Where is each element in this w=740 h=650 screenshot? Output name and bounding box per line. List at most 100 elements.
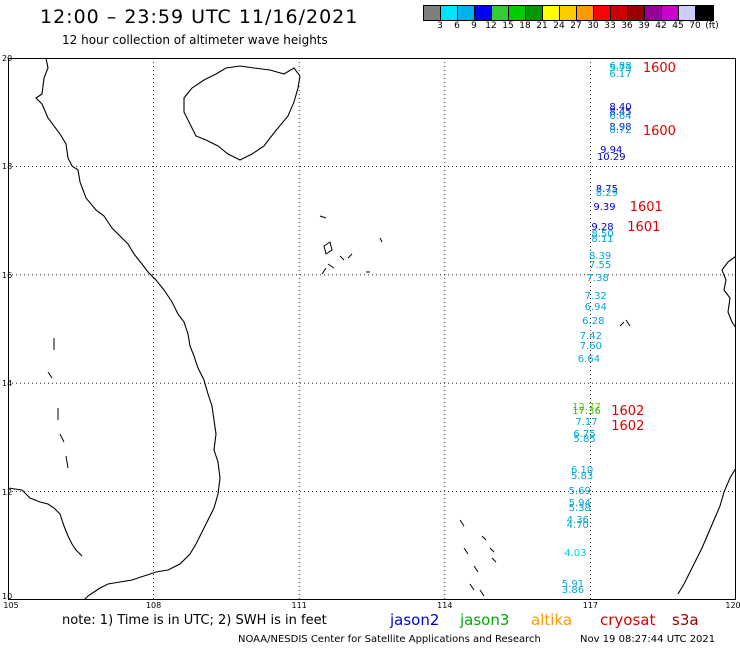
latitude-label: 18: [2, 162, 13, 172]
wave-height-value: 6.75: [573, 428, 596, 440]
color-scale-tick-label: 27: [570, 21, 582, 31]
color-scale-tick-label: 30: [587, 21, 599, 31]
color-swatch: [577, 6, 594, 20]
longitude-label: 108: [145, 601, 162, 610]
wave-height-value: 9.28: [591, 222, 614, 234]
color-scale-tick-label: 36: [621, 21, 633, 31]
map-frame: [8, 58, 736, 600]
color-swatch: [611, 6, 628, 20]
wave-height-value: 4.36: [566, 514, 589, 526]
color-scale-bar: [423, 5, 714, 21]
longitude-label: 105: [3, 601, 19, 610]
latitude-label: 12: [2, 487, 13, 497]
spratly-islands: [459, 319, 631, 597]
longitude-label: 117: [582, 601, 599, 610]
latitude-label: 10: [2, 592, 13, 601]
color-swatch: [679, 6, 696, 20]
wave-height-value: 7.38: [586, 273, 609, 285]
wave-height-value: 8.72: [609, 125, 632, 137]
units-note: note: 1) Time is in UTC; 2) SWH is in fe…: [62, 613, 327, 628]
wave-height-value: 6.88: [609, 60, 632, 72]
color-scale-tick-label: 39: [638, 21, 650, 31]
wave-height-value: 12.77: [572, 402, 601, 414]
wave-height-value: 10.29: [596, 151, 626, 163]
color-scale-tick-label: 24: [553, 21, 565, 31]
map-title: 12:00 – 23:59 UTC 11/16/2021: [40, 6, 359, 28]
satellite-legend-jason3: jason3: [460, 611, 510, 629]
color-scale-tick-label: 6: [454, 21, 460, 31]
wave-height-value: 6.64: [609, 111, 632, 123]
color-scale-tick-label: 9: [471, 21, 477, 31]
color-scale-tick-label: 12: [485, 21, 497, 31]
color-scale-tick-label: 21: [536, 21, 548, 31]
coastline-gulf-of-thailand: [8, 487, 83, 557]
color-scale-tick-label: 33: [604, 21, 616, 31]
color-swatch: [492, 6, 509, 20]
pass-time-label: 1600: [642, 124, 676, 140]
wave-height-value: 8.11: [591, 234, 614, 246]
color-swatch: [560, 6, 577, 20]
pass-time-label: 1602: [611, 404, 645, 420]
wave-height-value: 7.55: [588, 260, 612, 272]
satellite-legend-cryosat: cryosat: [600, 611, 656, 629]
color-swatch: [424, 6, 441, 20]
color-scale-tick-label: 18: [519, 21, 531, 31]
latitude-label: 20: [2, 54, 13, 63]
paracel-islands: [319, 215, 383, 275]
vietnam-coastline: [35, 58, 221, 600]
color-swatch: [441, 6, 458, 20]
wave-height-value: 4.70: [566, 520, 589, 532]
color-scale-tick-label: 70: [689, 21, 701, 31]
color-scale-labels: 3 6 9 12 15 18 21 24 27 30 33 36 39 42 45 70 (ft): [423, 21, 740, 33]
wave-height-value: 6.17: [609, 69, 632, 81]
color-swatch: [526, 6, 543, 20]
palawan-coastline: [677, 467, 736, 595]
color-swatch: [543, 6, 560, 20]
wave-height-value: 8.75: [595, 184, 619, 196]
longitude-label: 120: [725, 601, 740, 610]
map-border: [8, 58, 736, 600]
pass-time-label: 1601: [627, 220, 661, 236]
wave-height-value: 3.86: [561, 585, 585, 597]
wave-height-value: 6.28: [582, 315, 605, 327]
color-swatch: [645, 6, 662, 20]
wave-height-value: 8.29: [595, 187, 619, 199]
color-swatch: [594, 6, 611, 20]
wave-height-value: 5.73: [609, 62, 632, 74]
wave-height-value: 5.91: [561, 578, 585, 590]
latitude-label: 16: [2, 270, 13, 280]
color-swatch: [628, 6, 645, 20]
pass-time-label: 1601: [629, 199, 663, 215]
wave-height-value: 4.03: [564, 547, 587, 559]
wave-height-value: 5.69: [568, 486, 591, 498]
latitude-label: 14: [2, 379, 13, 389]
graticule: [8, 58, 736, 600]
wave-height-value: 8.50: [591, 229, 614, 241]
color-scale-tick-label: 42: [655, 21, 667, 31]
wave-height-value: 5.38: [568, 503, 591, 515]
satellite-legend-s3a: s3a: [672, 611, 699, 629]
wave-height-value: 8.98: [609, 121, 632, 133]
color-scale-tick-label: 3: [437, 21, 443, 31]
wave-height-value: 7.32: [584, 291, 607, 303]
color-swatch: [662, 6, 679, 20]
color-scale-tick-label: 45: [672, 21, 684, 31]
timestamp-text: Nov 19 08:27:44 UTC 2021: [580, 634, 716, 645]
hainan-island: [183, 65, 301, 161]
color-swatch: [696, 6, 713, 20]
wave-height-value: 9.39: [593, 201, 616, 213]
wave-height-value: 9.94: [600, 145, 623, 157]
pass-time-label: 1600: [642, 60, 676, 76]
wave-height-value: 8.39: [588, 250, 612, 262]
wave-height-value: 6.64: [577, 353, 601, 365]
color-swatch: [509, 6, 526, 20]
satellite-legend-altika: altika: [531, 611, 573, 629]
pass-time-label: 1602: [611, 418, 645, 434]
wave-height-value: 5.94: [568, 498, 591, 510]
luzon-coastline: [721, 255, 736, 329]
color-swatch: [475, 6, 492, 20]
longitude-label: 111: [291, 601, 307, 610]
longitude-label: 114: [437, 601, 453, 610]
wave-height-value: 17.36: [572, 406, 601, 418]
